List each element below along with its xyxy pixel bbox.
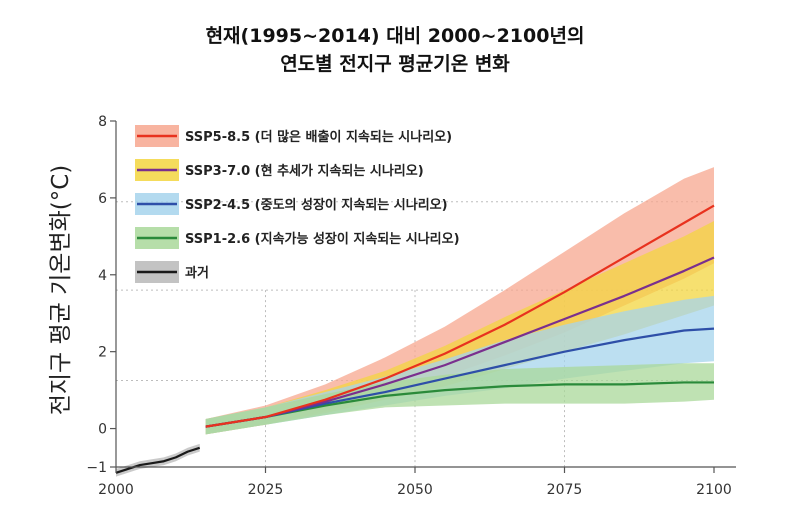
title-line-2: 연도별 전지구 평균기온 변화 bbox=[280, 53, 510, 75]
axes: −1 0 2 4 6 8 2000 2025 2050 2075 2100 bbox=[86, 114, 736, 498]
y-tick-label: 4 bbox=[98, 268, 107, 284]
x-tick-label: 2075 bbox=[547, 482, 583, 498]
x-tick-label: 2100 bbox=[696, 482, 732, 498]
legend-label-2: SSP2-4.5 (중도의 성장이 지속되는 시나리오) bbox=[185, 197, 448, 213]
uncertainty-band-4 bbox=[116, 443, 200, 477]
series-lines bbox=[115, 204, 715, 474]
y-tick-label: 8 bbox=[98, 114, 107, 130]
legend-label-0: SSP5-8.5 (더 많은 배출이 지속되는 시나리오) bbox=[185, 129, 452, 145]
legend: SSP5-8.5 (더 많은 배출이 지속되는 시나리오) SSP3-7.0 (현… bbox=[135, 125, 460, 283]
legend-label-1: SSP3-7.0 (현 추세가 지속되는 시나리오) bbox=[185, 163, 424, 179]
y-tick-label: 6 bbox=[98, 191, 107, 207]
series-line-0 bbox=[205, 204, 715, 428]
y-tick-label: 2 bbox=[98, 345, 107, 361]
y-tick-label: 0 bbox=[98, 422, 107, 438]
legend-label-4: 과거 bbox=[185, 266, 209, 281]
x-tick-label: 2050 bbox=[397, 482, 433, 498]
series-line-4 bbox=[115, 446, 201, 474]
x-tick-label: 2025 bbox=[248, 482, 284, 498]
x-tick-label: 2000 bbox=[98, 482, 134, 498]
y-tick-label: −1 bbox=[86, 460, 107, 476]
chart-title: 현재(1995~2014) 대비 2000~2100년의 연도별 전지구 평균기… bbox=[0, 22, 790, 78]
uncertainty-band-3 bbox=[205, 363, 714, 435]
legend-label-3: SSP1-2.6 (지속가능 성장이 지속되는 시나리오) bbox=[185, 231, 460, 247]
title-line-1: 현재(1995~2014) 대비 2000~2100년의 bbox=[205, 25, 585, 47]
